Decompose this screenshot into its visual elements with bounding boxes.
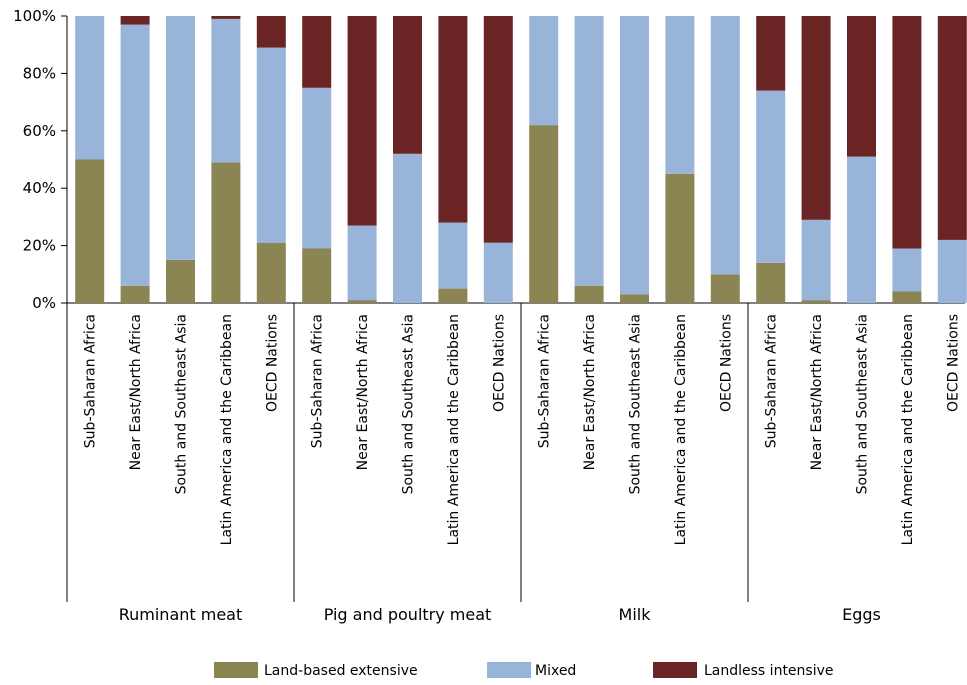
bar-segment-land-based-extensive (166, 259, 195, 303)
bar-segment-land-based-extensive (756, 262, 786, 303)
bar-segment-mixed (256, 47, 286, 243)
x-tick-label: Near East/North Africa (582, 314, 598, 470)
x-tick-label: Near East/North Africa (355, 314, 371, 470)
bar-segment-land-based-extensive (892, 291, 922, 303)
bar-segment-mixed (120, 24, 150, 286)
bar-segment-mixed (438, 222, 468, 289)
bar-segment-mixed (847, 156, 876, 303)
y-tick-label: 0% (32, 294, 56, 312)
bar-segment-landless-intensive (937, 16, 967, 240)
bar-segment-land-based-extensive (438, 288, 468, 303)
bar-segment-mixed (710, 16, 740, 275)
bar-segment-landless-intensive (483, 16, 513, 243)
bar-segment-landless-intensive (256, 16, 286, 48)
bar-segment-mixed (801, 219, 831, 301)
legend-swatch (653, 662, 697, 678)
y-tick-label: 20% (23, 237, 56, 255)
bar-segment-mixed (574, 16, 604, 286)
x-tick-label: Sub-Saharan Africa (764, 314, 780, 448)
group-label: Milk (619, 605, 652, 624)
bar-segment-landless-intensive (756, 16, 786, 91)
bar-segment-mixed (620, 16, 649, 295)
group-label: Ruminant meat (119, 605, 243, 624)
bar-segment-land-based-extensive (256, 242, 286, 303)
bar-segment-land-based-extensive (347, 300, 377, 303)
x-tick-label: OECD Nations (945, 314, 961, 412)
bar-segment-mixed (665, 16, 695, 174)
x-tick-label: South and Southeast Asia (628, 314, 644, 494)
bar-segment-landless-intensive (347, 16, 377, 226)
y-tick-label: 40% (23, 179, 56, 197)
bar-segment-mixed (302, 87, 332, 249)
bar-segment-mixed (347, 225, 377, 301)
bar-segment-land-based-extensive (665, 173, 695, 303)
bar-segment-landless-intensive (438, 16, 468, 223)
bars (75, 16, 967, 303)
x-tick-label: OECD Nations (718, 314, 734, 412)
bar-segment-landless-intensive (120, 16, 150, 25)
bar-segment-landless-intensive (801, 16, 831, 220)
x-tick-label: Near East/North Africa (809, 314, 825, 470)
x-tick-label: South and Southeast Asia (174, 314, 190, 494)
x-tick-label: Near East/North Africa (128, 314, 144, 470)
bar-segment-mixed (529, 16, 559, 126)
x-tick-label: OECD Nations (264, 314, 280, 412)
x-tick-label: Latin America and the Caribbean (219, 314, 235, 545)
bar-segment-landless-intensive (892, 16, 922, 249)
bar-segment-mixed (756, 90, 786, 263)
bar-segment-mixed (892, 248, 922, 292)
legend-swatch (487, 662, 531, 678)
bar-segment-land-based-extensive (302, 248, 332, 303)
y-tick-label: 60% (23, 122, 56, 140)
bar-segment-land-based-extensive (801, 300, 831, 303)
bar-segment-land-based-extensive (620, 294, 649, 303)
labels: Sub-Saharan Africa Near East/North Africa… (83, 314, 962, 624)
bar-segment-landless-intensive (211, 16, 241, 19)
x-tick-label: Latin America and the Caribbean (900, 314, 916, 545)
legend: Land-based extensive Mixed Landless intens… (214, 662, 834, 679)
bar-segment-mixed (211, 18, 241, 163)
group-label: Pig and poultry meat (324, 605, 492, 624)
bar-segment-landless-intensive (393, 16, 422, 154)
legend-label: Landless intensive (704, 663, 834, 679)
x-tick-label: Sub-Saharan Africa (537, 314, 553, 448)
x-tick-label: Latin America and the Caribbean (673, 314, 689, 545)
legend-label: Mixed (535, 663, 576, 679)
x-tick-label: South and Southeast Asia (855, 314, 871, 494)
legend-label: Land-based extensive (264, 663, 418, 679)
y-tick-label: 100% (13, 7, 56, 25)
y-tick-label: 80% (23, 64, 56, 82)
x-tick-label: Sub-Saharan Africa (83, 314, 99, 448)
axes: 0% 20% 40% 60% 80% 100% (13, 7, 965, 602)
bar-segment-landless-intensive (847, 16, 876, 157)
bar-segment-land-based-extensive (211, 162, 241, 303)
bar-segment-land-based-extensive (529, 125, 559, 303)
bar-segment-mixed (937, 239, 967, 303)
bar-segment-mixed (166, 16, 195, 260)
x-tick-label: Sub-Saharan Africa (310, 314, 326, 448)
bar-segment-land-based-extensive (120, 285, 150, 303)
group-label: Eggs (842, 605, 881, 624)
bar-segment-mixed (393, 153, 422, 303)
x-tick-label: OECD Nations (491, 314, 507, 412)
bar-segment-land-based-extensive (75, 159, 105, 303)
x-tick-label: South and Southeast Asia (401, 314, 417, 494)
bar-segment-land-based-extensive (710, 274, 740, 303)
x-tick-label: Latin America and the Caribbean (446, 314, 462, 545)
bar-segment-mixed (75, 16, 105, 160)
bar-segment-landless-intensive (302, 16, 332, 88)
legend-swatch (214, 662, 258, 678)
bar-segment-land-based-extensive (574, 285, 604, 303)
bar-segment-mixed (483, 242, 513, 303)
